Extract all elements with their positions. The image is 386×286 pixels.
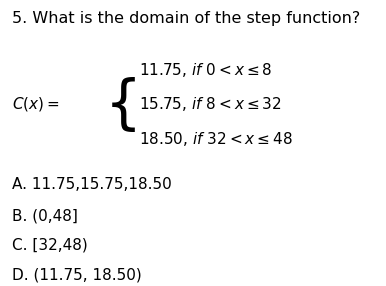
Text: 15.75, $if$ $8 < x \leq 32$: 15.75, $if$ $8 < x \leq 32$ [139,96,282,113]
Text: $C(x) =$: $C(x) =$ [12,96,59,113]
Text: C. [32,48): C. [32,48) [12,237,87,252]
Text: B. (0,48]: B. (0,48] [12,208,78,223]
Text: 5. What is the domain of the step function?: 5. What is the domain of the step functi… [12,11,360,26]
Text: D. (11.75, 18.50): D. (11.75, 18.50) [12,267,141,282]
Text: 11.75, $if$ $0 < x \leq 8$: 11.75, $if$ $0 < x \leq 8$ [139,61,273,79]
Text: $\{$: $\{$ [104,75,136,134]
Text: 18.50, $if$ $32 < x \leq 48$: 18.50, $if$ $32 < x \leq 48$ [139,130,293,148]
Text: A. 11.75,15.75,18.50: A. 11.75,15.75,18.50 [12,177,171,192]
